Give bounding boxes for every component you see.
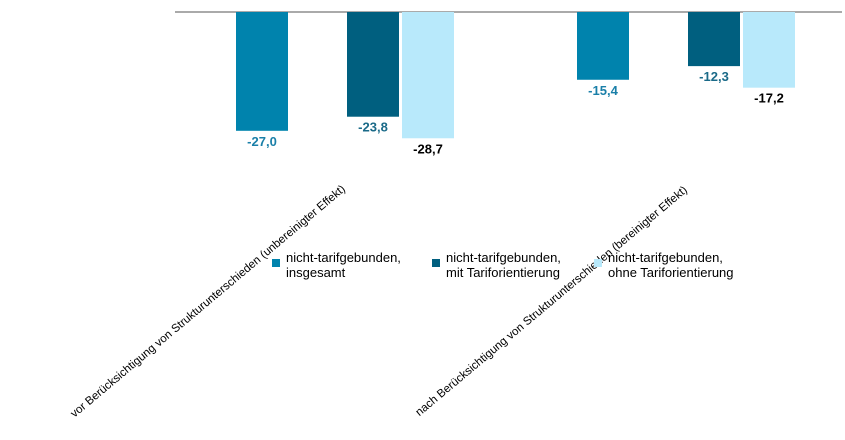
value-label-s0-c0: -27,0 [247,134,277,149]
bar-s0-c0 [236,12,288,131]
legend-label-1: nicht-tarifgebunden, mit Tariforientieru… [446,250,561,280]
bar-s2-c1 [743,12,795,88]
legend-swatch-0 [272,259,280,267]
category-label-0: vor Berücksichtigung von Strukturuntersc… [69,183,348,420]
legend: nicht-tarifgebunden, insgesamt nicht-tar… [272,250,734,280]
value-label-s0-c1: -15,4 [588,83,618,98]
category-label-1: nach Berücksichtigung von Strukturunters… [414,184,691,419]
legend-label-0: nicht-tarifgebunden, insgesamt [286,250,401,280]
bar-s1-c0 [347,12,399,117]
bar-s2-c0 [402,12,454,139]
value-label-s2-c1: -17,2 [754,91,784,106]
legend-swatch-1 [432,259,440,267]
legend-item-0: nicht-tarifgebunden, insgesamt [272,250,432,280]
legend-item-1: nicht-tarifgebunden, mit Tariforientieru… [432,250,594,280]
legend-swatch-2 [594,259,602,267]
legend-item-2: nicht-tarifgebunden, ohne Tariforientier… [594,250,734,280]
bar-s1-c1 [688,12,740,67]
legend-label-2: nicht-tarifgebunden, ohne Tariforientier… [608,250,734,280]
value-label-s1-c1: -12,3 [699,69,729,84]
bar-s0-c1 [577,12,629,80]
value-label-s1-c0: -23,8 [358,120,388,135]
value-label-s2-c0: -28,7 [413,141,443,156]
